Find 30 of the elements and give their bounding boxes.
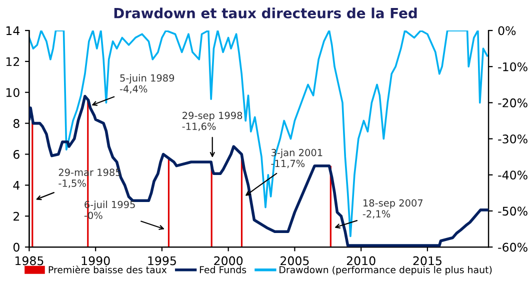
y2-tick-label: -40%	[498, 170, 528, 180]
x-tick-label: 2010	[346, 256, 376, 266]
x-tick-label: 1990	[82, 256, 110, 266]
y-tick-label: 0	[13, 242, 20, 252]
x-tick-label: 2000	[214, 256, 243, 266]
y-tick-label: 2	[14, 212, 19, 221]
line-series	[29, 30, 488, 238]
legend-label: Première baisse des taux	[48, 266, 167, 274]
legend-label: Drawdown (performance depuis le plus haut)	[280, 266, 492, 276]
y2-tick-label: -20%	[498, 98, 528, 108]
y-tick-label: 12	[6, 57, 19, 66]
x-tick-label: 2015	[413, 256, 442, 266]
y-tick-label: 10	[6, 88, 20, 98]
y2-tick-label: -10%	[498, 62, 528, 72]
y2-tick-label: 0%	[498, 26, 516, 36]
legend-label: Fed Funds	[200, 266, 246, 274]
y-tick-label: 4	[13, 181, 20, 190]
chart-title: Drawdown et taux directeurs de la Fed	[114, 8, 417, 18]
y2-tick-label: -60%	[498, 242, 528, 252]
y-tick-label: 6	[13, 150, 20, 159]
annotation: 29-sep 1998 -11,6%	[182, 112, 242, 132]
x-tick-label: 1995	[148, 256, 176, 266]
y-tick-label: 8	[13, 119, 20, 128]
annotation: 18-sep 2007 -2,1%	[362, 199, 423, 219]
x-tick-label: 2005	[280, 256, 309, 266]
annotation: 5-juin 1989 -4,4%	[120, 74, 174, 94]
y-tick-label: 14	[6, 26, 20, 35]
y2-tick-label: -30%	[498, 134, 528, 144]
x-tick-label: 1985	[15, 256, 44, 266]
y2-tick-label: -50%	[498, 206, 528, 216]
